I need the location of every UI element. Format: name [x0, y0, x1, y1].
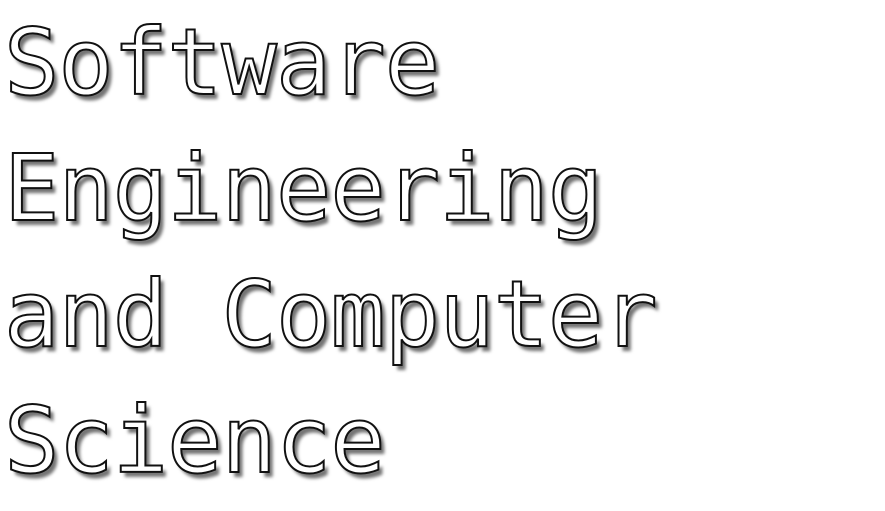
heading-line-3: and Computer: [3, 260, 659, 369]
heading-line-2: Engineering: [3, 134, 604, 243]
heading: Software Engineering and Computer Scienc…: [3, 0, 884, 504]
heading-line-1: Software: [3, 8, 441, 117]
heading-line-4: Science: [3, 386, 387, 495]
